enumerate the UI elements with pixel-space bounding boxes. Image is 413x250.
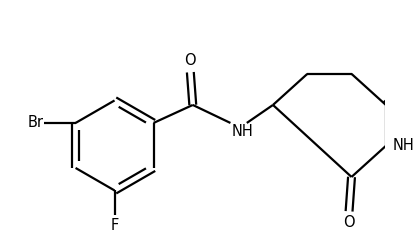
Text: NH: NH	[231, 124, 253, 139]
Text: O: O	[343, 216, 355, 230]
Text: O: O	[185, 53, 196, 68]
Text: F: F	[110, 218, 119, 233]
Text: NH: NH	[392, 138, 413, 153]
Text: Br: Br	[28, 116, 44, 130]
